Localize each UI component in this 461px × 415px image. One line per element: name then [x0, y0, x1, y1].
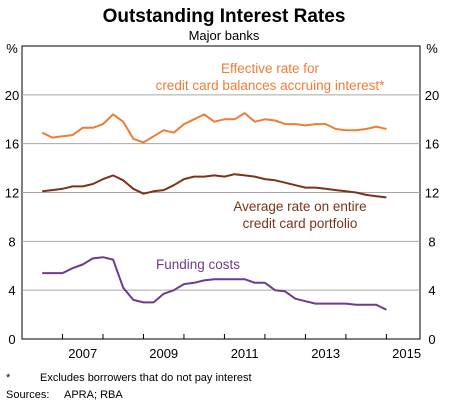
y-tick-label-left: 0 [8, 332, 15, 347]
x-axis: 2007 2009 2011 2013 2015 [21, 334, 421, 361]
series-line-effective [41, 112, 387, 144]
series-line-funding [42, 256, 387, 311]
x-tick-label: 2009 [149, 346, 178, 361]
series-layer: Effective rate for credit card balances a… [41, 61, 387, 311]
y-tick-label-right: 20 [425, 88, 439, 103]
y-tick-label-left: 12 [5, 186, 19, 201]
x-tick-label: 2007 [68, 346, 97, 361]
y-tick-label-left: 20 [5, 88, 19, 103]
y-tick-label-right: 8 [428, 234, 435, 249]
sources-label: Sources: [6, 389, 49, 401]
series-label-effective: credit card balances accruing interest* [156, 78, 386, 93]
y-unit-right: % [426, 41, 438, 56]
sources-text: APRA; RBA [64, 389, 123, 401]
series-label-funding: Funding costs [156, 257, 240, 272]
series-label-average: Average rate on entire [233, 199, 366, 214]
y-unit-left: % [6, 41, 18, 56]
y-axis-right: 0 4 8 12 16 20 [425, 88, 439, 347]
chart-subtitle: Major banks [189, 28, 260, 43]
x-tick-label: 2011 [231, 346, 259, 361]
y-tick-label-right: 16 [425, 137, 439, 152]
y-tick-label-left: 8 [8, 234, 15, 249]
chart-title: Outstanding Interest Rates [103, 6, 346, 27]
x-tick-label: 2015 [392, 346, 421, 361]
x-tick-label: 2013 [311, 346, 340, 361]
y-tick-label-left: 16 [5, 137, 19, 152]
y-tick-label-left: 4 [8, 283, 15, 298]
footnote-text: Excludes borrowers that do not pay inter… [40, 372, 252, 384]
series-label-average: credit card portfolio [243, 216, 358, 231]
y-tick-label-right: 0 [428, 332, 435, 347]
y-axis-left: 0 4 8 12 16 20 [5, 88, 19, 347]
footnote-mark: * [6, 372, 11, 384]
y-tick-label-right: 12 [425, 186, 439, 201]
y-tick-label-right: 4 [428, 283, 435, 298]
series-line-average [42, 173, 387, 199]
series-label-effective: Effective rate for [221, 61, 320, 76]
